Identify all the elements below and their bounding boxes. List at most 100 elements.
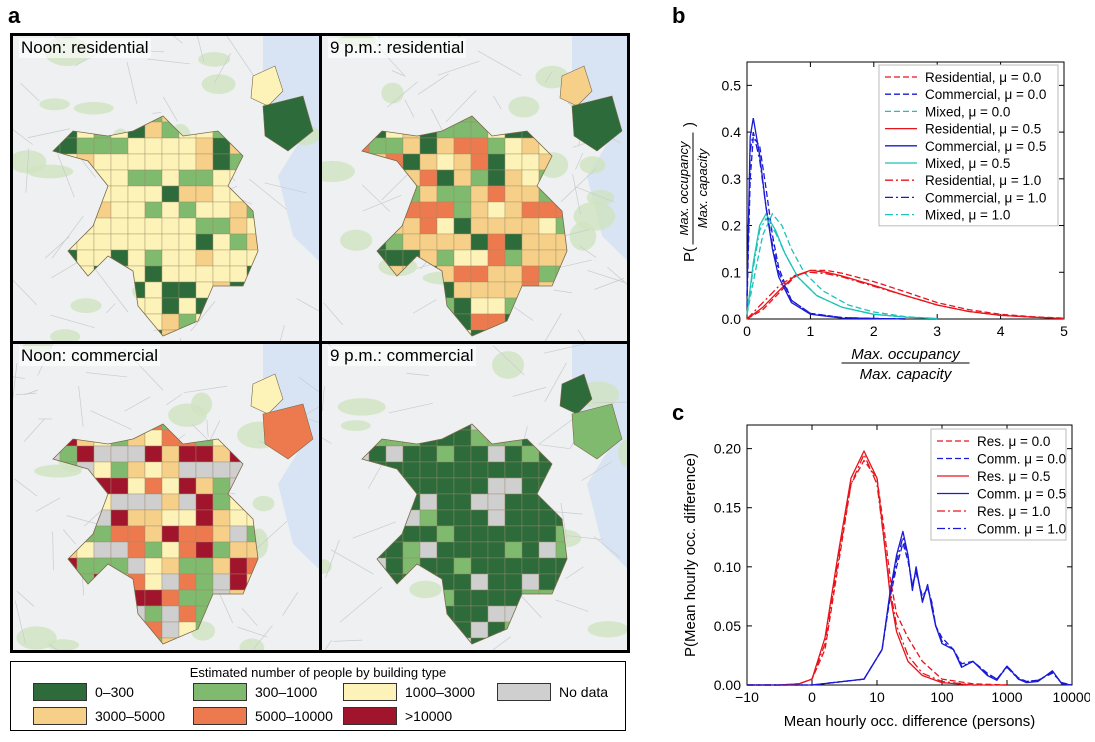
neighborhood-cell [454,590,471,606]
x-tick-label: 2 [870,323,878,339]
neighborhood-cell [145,266,162,282]
neighborhood-cell [196,446,213,462]
neighborhood-cell [471,186,488,202]
neighborhood-cell [162,202,179,218]
neighborhood-cell [488,462,505,478]
neighborhood-cell [179,510,196,526]
neighborhood-cell [522,574,539,590]
neighborhood-cell [488,138,505,154]
neighborhood-cell [454,202,471,218]
panel-label-a: a [8,3,20,29]
neighborhood-cell [454,282,471,298]
neighborhood-cell [454,154,471,170]
neighborhood-cell [213,202,230,218]
neighborhood-cell [162,478,179,494]
legend-label: Mixed, μ = 0.5 [925,156,1010,171]
neighborhood-cell [94,138,111,154]
neighborhood-cell [522,170,539,186]
legend-swatch [497,683,551,701]
x-tick-label: 0 [743,323,751,339]
neighborhood-cell [213,186,230,202]
x-tick-label: 10000 [1053,689,1090,705]
x-tick-label: 1 [807,323,815,339]
neighborhood-cell [437,446,454,462]
neighborhood-cell [522,154,539,170]
neighborhood-cell [420,170,437,186]
legend-swatch [193,707,247,725]
neighborhood-cell [437,250,454,266]
neighborhood-cell [437,462,454,478]
neighborhood-cell [437,526,454,542]
neighborhood-cell [162,298,179,314]
neighborhood-cell [437,186,454,202]
neighborhood-cell [128,446,145,462]
neighborhood-cell [111,218,128,234]
y-axis-label-numerator: Max. occupancy [680,140,691,235]
map-legend: Estimated number of people by building t… [10,661,626,731]
legend-label: 300–1000 [255,684,317,700]
park-area [202,74,236,94]
neighborhood-cell [179,606,196,622]
neighborhood-cell [145,138,162,154]
neighborhood-cell [128,250,145,266]
neighborhood-cell [505,138,522,154]
neighborhood-cell [230,542,247,558]
legend-swatch [33,707,87,725]
neighborhood-cell [196,250,213,266]
park-area [580,156,606,174]
neighborhood-cell [179,234,196,250]
neighborhood-cell [145,234,162,250]
neighborhood-cell [420,234,437,250]
neighborhood-cell [488,574,505,590]
neighborhood-cell [162,542,179,558]
y-axis-label: P(Mean hourly occ. difference) [682,453,699,657]
neighborhood-cell [471,298,488,314]
neighborhood-cell [179,266,196,282]
park-area [340,230,372,251]
neighborhood-cell [145,170,162,186]
neighborhood-cell [522,510,539,526]
neighborhood-cell [77,446,94,462]
neighborhood-cell [471,494,488,510]
neighborhood-cell [505,202,522,218]
neighborhood-cell [213,266,230,282]
y-tick-label: 0.20 [714,441,741,457]
neighborhood-cell [145,526,162,542]
neighborhood-cell [505,510,522,526]
neighborhood-cell [437,558,454,574]
neighborhood-cell [230,218,247,234]
legend-label: Comm. μ = 0.0 [977,452,1066,467]
neighborhood-cell [213,558,230,574]
neighborhood-cell [179,186,196,202]
neighborhood-cell [437,542,454,558]
neighborhood-cell [179,282,196,298]
neighborhood-cell [488,478,505,494]
neighborhood-cell [230,574,247,590]
legend-label: Commercial, μ = 1.0 [925,190,1046,205]
park-area [253,496,275,511]
neighborhood-cell [488,250,505,266]
neighborhood-cell [403,234,420,250]
neighborhood-cell [145,446,162,462]
neighborhood-cell [162,282,179,298]
neighborhood-cell [128,154,145,170]
neighborhood-cell [539,218,556,234]
neighborhood-cell [111,202,128,218]
map-title: 9 p.m.: commercial [328,346,476,366]
legend-label: Res. μ = 1.0 [977,504,1050,519]
neighborhood-cell [454,494,471,510]
neighborhood-cell [420,186,437,202]
neighborhood-cell [162,590,179,606]
neighborhood-cell [454,250,471,266]
y-axis-label-prefix: P( [681,247,698,262]
neighborhood-cell [162,574,179,590]
neighborhood-cell [522,186,539,202]
neighborhood-cell [539,266,556,282]
neighborhood-cell [162,250,179,266]
neighborhood-cell [162,494,179,510]
neighborhood-cell [437,234,454,250]
park-area [338,398,386,415]
neighborhood-cell [488,266,505,282]
neighborhood-cell [522,558,539,574]
